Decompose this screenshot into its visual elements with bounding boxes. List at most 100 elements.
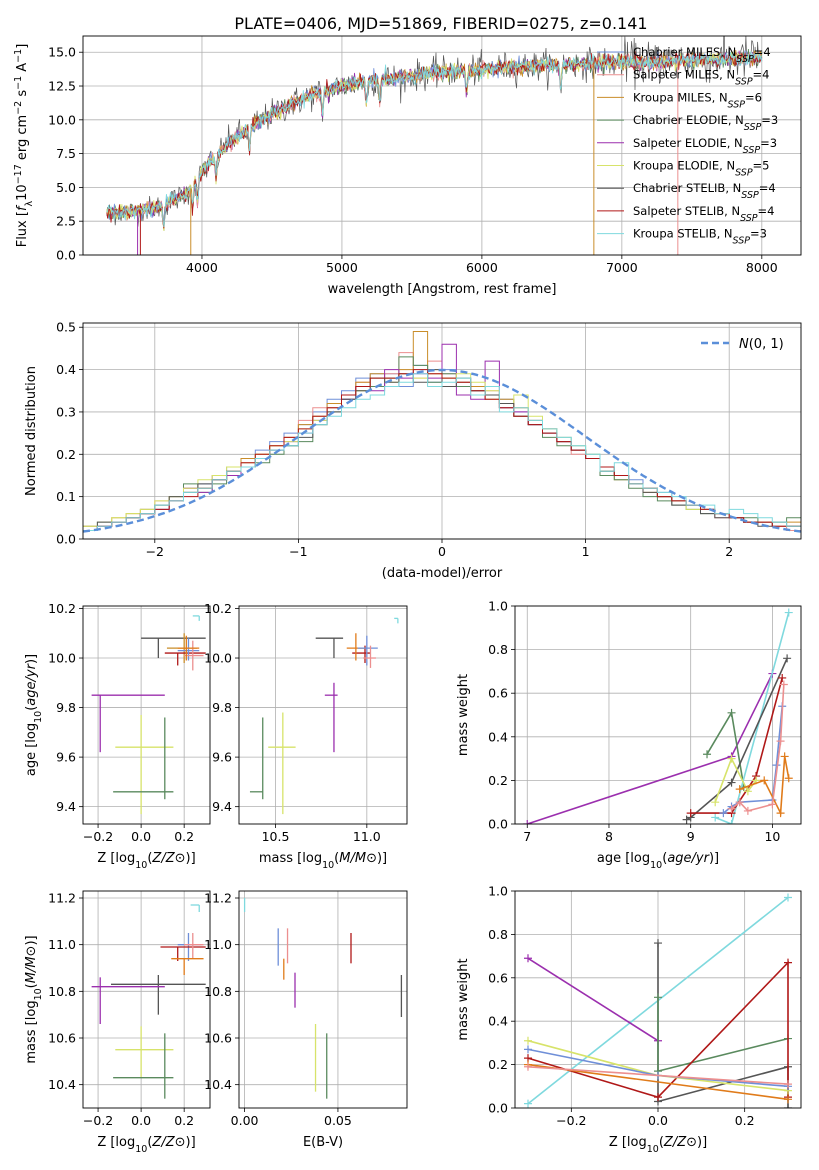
age_vs_mass-xlabel: mass [log10(M/M⊙)] [259, 851, 387, 871]
mass-weight-marker [779, 680, 788, 689]
mass_weight_vs_age-xtick-label: 10 [764, 829, 780, 844]
spectrum-ytick-label: 2.5 [56, 214, 76, 229]
legend-entry-part: =4 [753, 68, 770, 82]
legend-entry-part: Salpeter ELODIE, N [633, 136, 743, 150]
legend-entry-part: SSP [733, 235, 751, 246]
mass-weight-marker [654, 1093, 662, 1102]
errorbar-point [249, 717, 264, 800]
age_vs_Z-ytick-label: 10.2 [48, 601, 76, 616]
mass_weight_vs_Z-ytick-label: 1.0 [488, 884, 508, 899]
errorbar-point [115, 1026, 174, 1078]
spectrum-ylabel: Flux [fλ10−17 erg cm−2 s−1 A−1] [13, 44, 35, 248]
mass_weight_vs_age-ytick-label: 0.6 [488, 686, 508, 701]
age_vs_mass-ytick-label: 9.6 [212, 750, 232, 765]
age_vs_mass-xtick-label: 10.5 [262, 829, 290, 844]
mass_weight_vs_Z-xlabel-part: )] [697, 1135, 707, 1150]
mass-weight-marker [703, 750, 712, 759]
age_vs_Z-xlabel-part: 10 [135, 860, 147, 871]
legend-entry-part: SSP [741, 190, 759, 201]
legend-entry-part: SSP [735, 76, 753, 87]
mass_vs_Z-panel: −0.2 0.0 0.210.410.610.811.011.2Z [log10(Z… [24, 891, 211, 1155]
mass-weight-marker [523, 820, 532, 824]
mass_vs_Z-ylabel-part: ( [24, 983, 39, 988]
legend-entry: Salpeter ELODIE, NSSP=3 [633, 136, 777, 156]
age_vs_Z-panel: −0.2 0.0 0.29.49.69.810.010.2Z [log10(Z/Z⊙… [24, 601, 211, 871]
spectrum-ylabel-part: −2 [13, 101, 24, 115]
mass_weight_vs_age-xlabel-part: ( [662, 851, 667, 866]
mass_vs_Z-xtick-label: 0.0 [131, 1113, 151, 1128]
errorbar-point [357, 635, 378, 666]
mass_vs_Z-ylabel-part: M/M⊙ [24, 946, 39, 984]
age_vs_Z-plot-area [91, 615, 206, 815]
errorbar-point [110, 975, 206, 1015]
legend-entry: Kroupa ELODIE, NSSP=5 [633, 159, 770, 179]
mass_vs_Z-ytick-label: 10.6 [48, 1031, 76, 1046]
mass_vs_ebv-ytick-label: 10.4 [204, 1077, 232, 1092]
age_vs_Z-xlabel-part: )] [186, 851, 196, 866]
age_vs_Z-ytick-label: 9.4 [56, 799, 76, 814]
mass-weight-marker [524, 1099, 532, 1108]
mass-weight-marker [727, 804, 736, 813]
age_vs_mass-xlabel-part: mass [log [259, 851, 322, 866]
age_vs_mass-xlabel-part: M/M⊙ [339, 851, 377, 866]
mass-weight-marker [784, 1104, 792, 1108]
spectrum-xtick-label: 5000 [326, 260, 358, 275]
age_vs_Z-xlabel-part: Z/Z⊙ [151, 851, 185, 866]
spectrum-ylabel-part: 10 [15, 184, 30, 201]
errorbar-point [184, 933, 204, 959]
errorbar-point [113, 1033, 174, 1099]
mass-weight-line [527, 1066, 789, 1085]
legend-entry-part: Kroupa ELODIE, N [633, 159, 735, 173]
legend-entry-part: Kroupa MILES, N [633, 90, 728, 104]
mass-weight-marker [654, 939, 662, 948]
mass-weight-marker [784, 1095, 792, 1104]
spectrum-xtick-label: 8000 [746, 260, 778, 275]
spectrum-frame [82, 35, 802, 256]
legend-entry-part: Kroupa STELIB, N [633, 227, 733, 241]
mass_weight_vs_age-xlabel-part: 10 [650, 860, 662, 871]
mass-weight-marker [784, 774, 793, 783]
age_vs_Z-ylabel: age [log10(age/yr)] [24, 654, 44, 776]
mass-weight-marker [735, 798, 744, 807]
mass-weight-marker [711, 813, 720, 822]
legend-entry-part: Salpeter STELIB, N [633, 204, 740, 218]
mass_vs_Z-ytick-label: 10.4 [48, 1077, 76, 1092]
mass_vs_Z-xlabel-part: 10 [135, 1144, 147, 1155]
age_vs_Z-xtick-label: −0.2 [83, 829, 113, 844]
mass-weight-marker [524, 1036, 532, 1045]
spectrum-ylabel-part: A [15, 63, 30, 76]
spectrum-xtick-label: 7000 [606, 260, 638, 275]
spectrum-ytick-label: 7.5 [56, 146, 76, 161]
residuals-ylabel-part: Normed distribution [24, 366, 39, 496]
legend-entry-part: SSP [743, 144, 761, 155]
residuals-ytick-label: 0.0 [56, 532, 76, 547]
mass_weight_vs_age-xtick-label: 9 [687, 829, 695, 844]
mass-weight-marker [776, 809, 785, 818]
spectrum-panel: 4000 5000 6000 7000 8000 0.0 2.5 5.0 7.5 10.0 12.5… [13, 35, 802, 297]
legend-entry-part: SSP [735, 167, 753, 178]
mass_weight_vs_age-ytick-label: 0.2 [488, 773, 508, 788]
spectrum-ylabel-part: erg cm [15, 115, 30, 164]
residuals-xtick-label: −1 [289, 544, 307, 559]
mass_weight_vs_age-ytick-label: 0.4 [488, 729, 508, 744]
mass-weight-marker [711, 798, 720, 807]
spectrum-xtick-label: 6000 [466, 260, 498, 275]
legend-entry-part: =3 [750, 227, 767, 241]
age_vs_Z-xlabel-part: Z [log [97, 851, 135, 866]
age_vs_mass-ytick-label: 10.0 [204, 651, 232, 666]
legend-entry-part: =4 [754, 45, 771, 59]
spectrum-xtick-label: 4000 [186, 260, 218, 275]
mass_weight_vs_age-ytick-label: 0.0 [488, 817, 508, 832]
age_vs_Z-ylabel-part: 10 [33, 711, 44, 723]
legend-entry-part: Salpeter MILES, N [633, 68, 735, 82]
mass-weight-marker [727, 708, 736, 717]
errorbar-point [363, 645, 376, 668]
mass-weight-marker [784, 893, 792, 902]
mass_vs_ebv-xlabel: E(B-V) [303, 1135, 343, 1150]
residuals-xtick-label: −2 [146, 544, 164, 559]
residuals-xtick-label: 0 [438, 544, 446, 559]
mass-weight-marker [784, 1080, 792, 1089]
mass-weight-marker [654, 993, 662, 1002]
